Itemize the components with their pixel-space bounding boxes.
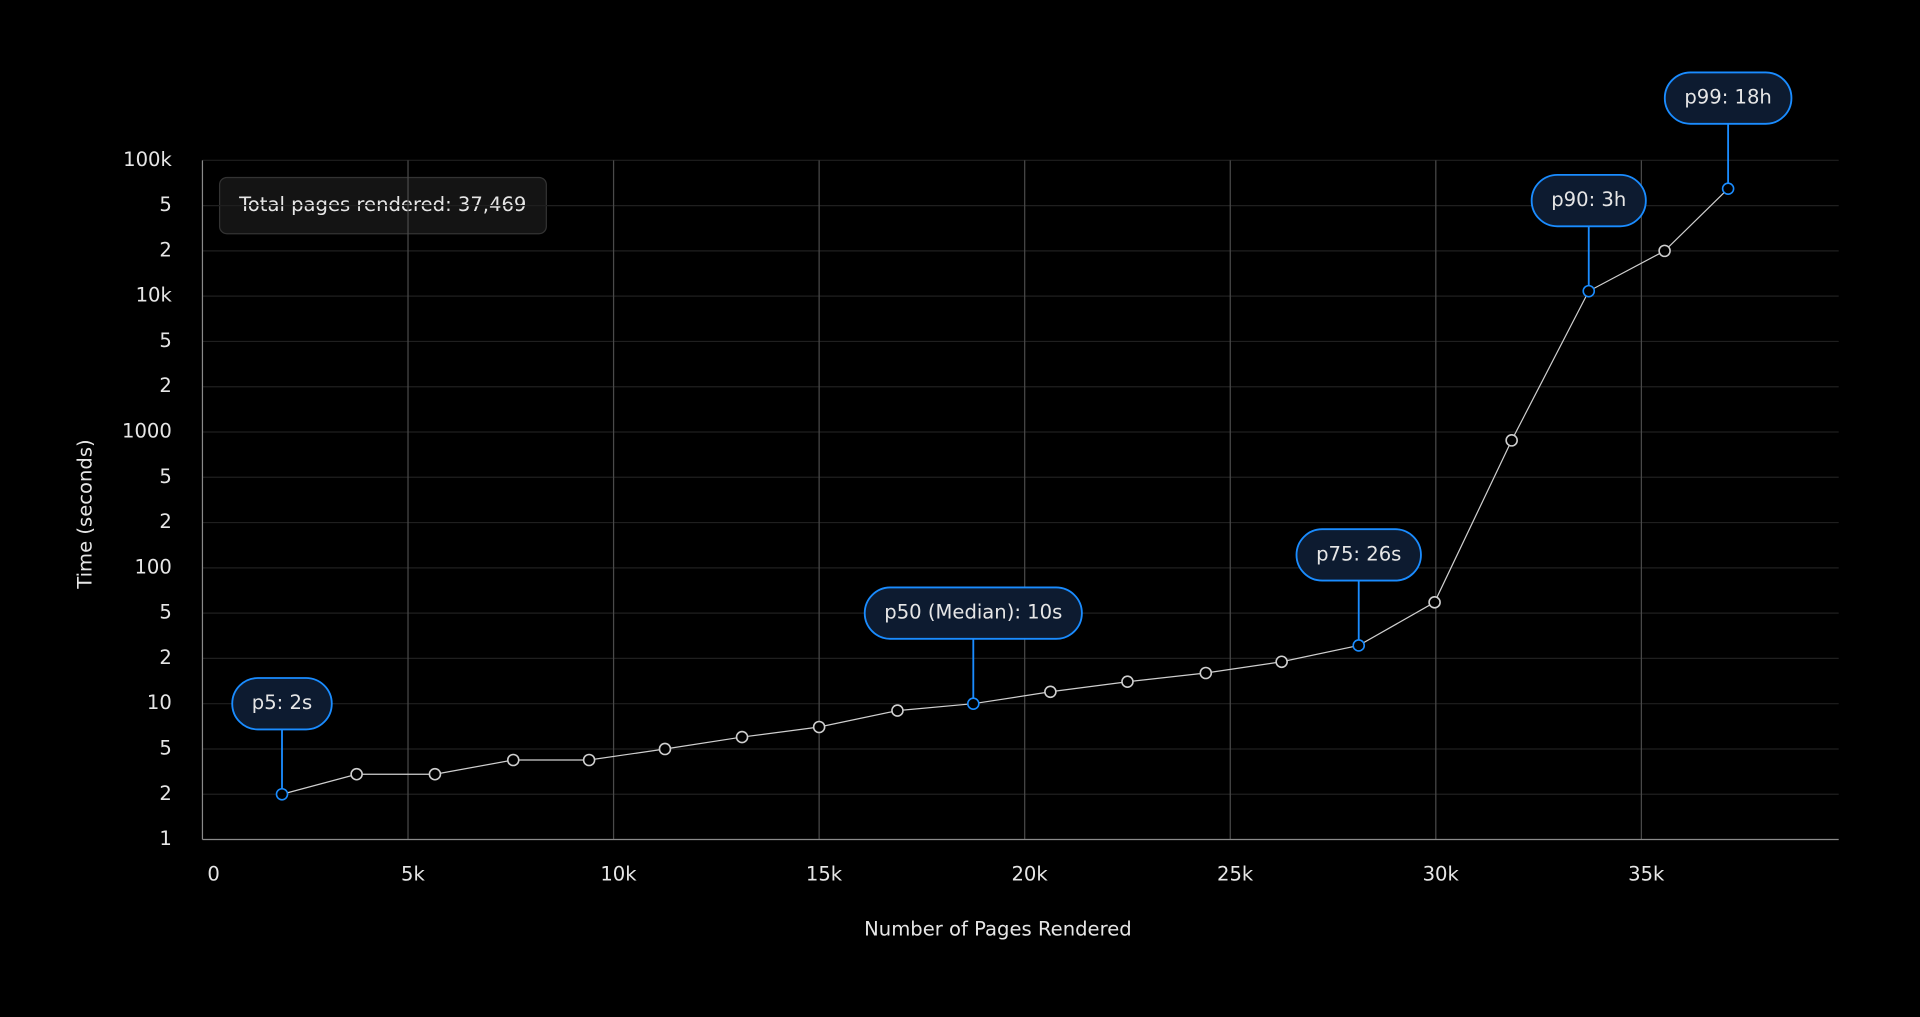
y-tick-label: 100k bbox=[123, 148, 172, 171]
data-point bbox=[1658, 244, 1671, 258]
x-tick-label: 20k bbox=[1011, 863, 1048, 886]
data-point bbox=[966, 697, 980, 711]
data-point bbox=[506, 753, 520, 767]
callout: p50 (Median): 10s bbox=[863, 586, 1083, 704]
callout-label: p75: 26s bbox=[1316, 542, 1401, 565]
y-tick-label: 2 bbox=[159, 510, 171, 533]
series-line bbox=[281, 188, 1729, 795]
callout-label: p50 (Median): 10s bbox=[884, 601, 1062, 624]
x-tick-label: 10k bbox=[600, 863, 637, 886]
y-tick-label: 5 bbox=[159, 736, 171, 759]
callout: p90: 3h bbox=[1530, 173, 1647, 292]
callout-label: p90: 3h bbox=[1551, 188, 1626, 211]
data-point bbox=[812, 720, 826, 734]
data-point bbox=[428, 767, 442, 781]
callout-box bbox=[1295, 528, 1422, 582]
y-tick-label: 5 bbox=[159, 329, 171, 352]
y-tick-label: 100 bbox=[134, 555, 171, 578]
y-tick-label: 2 bbox=[159, 238, 171, 261]
data-point bbox=[350, 767, 363, 781]
callout-box bbox=[1663, 71, 1793, 125]
x-tick-label: 0 bbox=[207, 863, 219, 886]
data-point bbox=[1721, 182, 1735, 195]
callout-box bbox=[1530, 173, 1647, 228]
y-tick-label: 2 bbox=[159, 782, 171, 805]
data-point bbox=[1352, 639, 1366, 652]
callout: p99: 18h bbox=[1663, 71, 1793, 189]
data-point bbox=[1044, 685, 1057, 699]
y-tick-label: 2 bbox=[159, 646, 171, 669]
data-point bbox=[1505, 434, 1518, 447]
y-tick-label: 5 bbox=[159, 601, 171, 624]
data-point bbox=[275, 787, 289, 801]
callout: p75: 26s bbox=[1295, 528, 1422, 646]
data-point bbox=[1275, 655, 1288, 669]
data-point bbox=[891, 704, 904, 717]
y-axis-label: Time (seconds) bbox=[74, 439, 97, 589]
data-point bbox=[1582, 284, 1596, 298]
info-text: Total pages rendered: 37,469 bbox=[238, 193, 526, 216]
callout: p5: 2s bbox=[231, 677, 333, 795]
callout-label: p5: 2s bbox=[252, 691, 312, 714]
y-tick-label: 10 bbox=[147, 691, 172, 714]
x-tick-label: 5k bbox=[401, 863, 425, 886]
x-tick-label: 35k bbox=[1628, 863, 1665, 886]
x-tick-label: 15k bbox=[806, 863, 843, 886]
data-point bbox=[658, 742, 672, 756]
y-tick-label: 5 bbox=[159, 193, 171, 216]
y-tick-label: 5 bbox=[159, 465, 171, 488]
x-axis-label: Number of Pages Rendered bbox=[864, 918, 1132, 941]
data-point bbox=[735, 730, 749, 744]
data-point bbox=[1428, 596, 1441, 609]
data-point bbox=[1121, 675, 1134, 689]
y-tick-label: 1 bbox=[159, 827, 171, 850]
x-tick-label: 25k bbox=[1217, 863, 1254, 886]
y-tick-label: 2 bbox=[159, 374, 171, 397]
grid bbox=[202, 159, 1839, 840]
y-tick-label: 1000 bbox=[122, 420, 172, 443]
x-tick-label: 30k bbox=[1423, 863, 1460, 886]
data-point bbox=[1199, 666, 1213, 680]
data-point bbox=[582, 753, 596, 767]
callout-label: p99: 18h bbox=[1684, 86, 1771, 109]
callout-box bbox=[863, 586, 1083, 640]
y-tick-label: 10k bbox=[136, 284, 173, 307]
callout-box bbox=[231, 677, 333, 731]
